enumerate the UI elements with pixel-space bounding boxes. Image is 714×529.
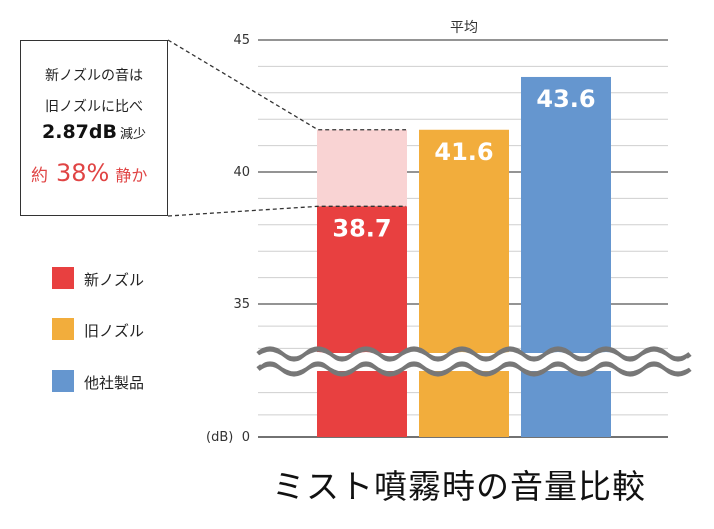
callout-line-2: 旧ノズルに比べ — [45, 99, 143, 115]
legend-swatch-old — [52, 318, 74, 340]
connector-top — [167, 39, 406, 131]
callout-line-1: 新ノズルの音は — [45, 68, 143, 84]
bar-value-label: 43.6 — [536, 85, 595, 113]
legend-swatch-competitor — [52, 370, 74, 392]
bar-new-nozzle — [317, 206, 407, 437]
approx-prefix: 約 — [31, 166, 48, 186]
chart-subtitle: 平均 — [450, 20, 478, 36]
comparison-callout: 新ノズルの音は 旧ノズルに比べ 2.87dB 減少 約 38% 静か — [20, 40, 168, 216]
connector-bottom — [167, 205, 406, 217]
percent-value: 38% — [56, 159, 110, 187]
callout-reduction: 2.87dB 減少 — [21, 121, 167, 143]
callout-connectors — [167, 39, 406, 217]
chart-title: ミスト噴霧時の音量比較 — [272, 467, 646, 506]
legend-label-new: 新ノズル — [84, 271, 145, 289]
axis-break — [255, 346, 693, 377]
bar-old-nozzle — [419, 129, 509, 437]
bar-value-labels: 38.7 41.6 43.6 — [332, 85, 595, 242]
legend-swatch-new — [52, 267, 74, 289]
reduction-suffix: 減少 — [119, 127, 146, 142]
legend-label-competitor: 他社製品 — [84, 374, 145, 392]
y-tick-label: 0 — [242, 430, 250, 445]
y-tick-label: 40 — [233, 165, 250, 180]
bars — [317, 76, 611, 438]
y-tick-label: 45 — [233, 33, 250, 48]
y-tick-label: 35 — [233, 297, 250, 312]
bar-value-label: 41.6 — [434, 138, 493, 166]
difference-highlight — [317, 129, 407, 207]
percent-suffix: 静か — [115, 166, 148, 185]
legend-label-old: 旧ノズル — [84, 322, 145, 340]
callout-percent: 約 38% 静か — [31, 159, 147, 187]
break-wave-bottom — [256, 361, 692, 377]
break-gap — [255, 352, 693, 371]
y-axis-unit: (dB) — [206, 430, 233, 445]
bar-value-label: 38.7 — [332, 214, 391, 242]
bar-competitor — [521, 76, 611, 438]
reduction-value: 2.87dB — [42, 121, 117, 143]
break-wave-top — [256, 346, 692, 362]
y-axis: 0 35 40 45 (dB) — [206, 33, 250, 445]
